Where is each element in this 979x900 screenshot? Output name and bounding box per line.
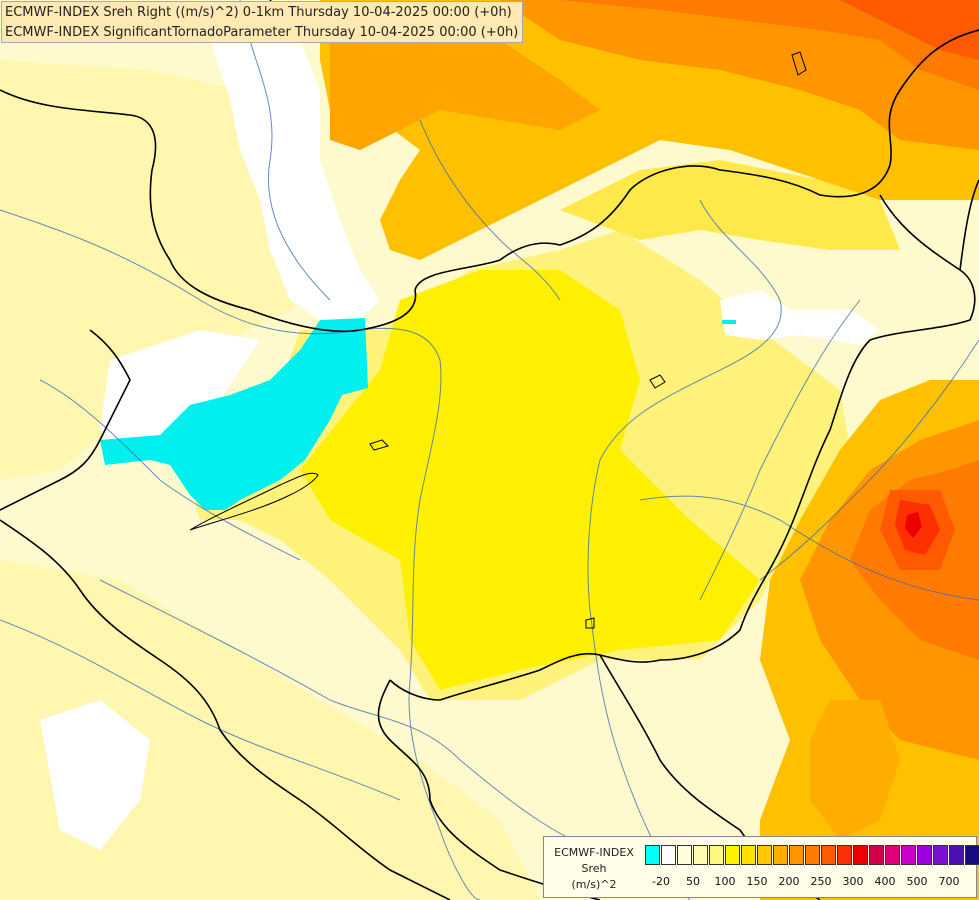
field-white-north <box>210 40 380 320</box>
legend-tick-label: 50 <box>686 875 700 888</box>
border-hungary-east <box>389 194 976 701</box>
river-east-2 <box>759 339 979 581</box>
legend-tick-label: 400 <box>874 875 896 888</box>
river-north-1 <box>239 0 331 301</box>
legend-swatch <box>741 845 756 865</box>
legend-swatch <box>661 845 676 865</box>
legend-swatch <box>869 845 884 865</box>
legend-swatch <box>821 845 836 865</box>
legend-tick-label: 200 <box>778 875 800 888</box>
lake-small-1 <box>369 439 389 451</box>
legend-swatch <box>693 845 708 865</box>
river-east-1 <box>699 299 861 601</box>
legend-tick-label: -20 <box>652 875 670 888</box>
river-mures <box>639 495 979 601</box>
legend-swatch <box>677 845 692 865</box>
field-red-orange-ne <box>560 0 979 90</box>
field-white-south-west <box>40 700 150 850</box>
legend-swatch <box>917 845 932 865</box>
river-danube <box>0 209 481 900</box>
border-austria <box>0 329 131 511</box>
legend-swatch <box>789 845 804 865</box>
legend-tick-label: 300 <box>842 875 864 888</box>
legend-swatch <box>645 845 660 865</box>
legend-swatches <box>645 845 979 865</box>
field-white-west <box>100 330 260 450</box>
lake-small-3 <box>791 51 807 76</box>
lake-small-4 <box>585 617 595 629</box>
field-dark-orange-ne <box>500 0 979 150</box>
legend-tick-label: 250 <box>810 875 832 888</box>
map-title-box: ECMWF-INDEX Sreh Right ((m/s)^2) 0-1km T… <box>1 1 523 43</box>
field-yellow-east-band <box>560 160 900 250</box>
border-croatia <box>0 519 451 900</box>
field-dark-orange-north <box>330 20 600 150</box>
title-line-1: ECMWF-INDEX Sreh Right ((m/s)^2) 0-1km T… <box>5 5 512 20</box>
legend-tick-label: 150 <box>746 875 768 888</box>
river-sava <box>0 619 401 801</box>
legend-ticks: -20 50 100 150 200 250 300 400 500 700 <box>645 875 975 889</box>
legend-swatch <box>837 845 852 865</box>
field-bright-yellow <box>300 270 760 690</box>
color-legend: ECMWF-INDEX Sreh (m/s)^2 -20 50 100 150 200 2… <box>543 836 979 898</box>
legend-swatch <box>901 845 916 865</box>
lake-balaton <box>189 472 319 531</box>
legend-swatch <box>805 845 820 865</box>
legend-swatch <box>933 845 948 865</box>
legend-swatch <box>965 845 979 865</box>
field-white-patch-east <box>720 290 880 345</box>
legend-swatch <box>949 845 964 865</box>
river-west-1 <box>39 379 301 561</box>
river-drava <box>99 579 621 861</box>
title-line-2: ECMWF-INDEX SignificantTornadoParameter … <box>5 25 519 40</box>
legend-tick-label: 700 <box>938 875 960 888</box>
legend-swatch <box>725 845 740 865</box>
river-tisza <box>587 199 782 900</box>
river-north-2 <box>419 119 561 301</box>
legend-swatch <box>885 845 900 865</box>
legend-swatch <box>853 845 868 865</box>
legend-source: ECMWF-INDEX <box>554 846 634 859</box>
border-slovakia-ukraine <box>959 179 979 271</box>
field-cyan-negative <box>100 318 368 510</box>
legend-swatch <box>757 845 772 865</box>
legend-swatch <box>773 845 788 865</box>
legend-parameter: Sreh <box>581 862 607 875</box>
lake-small-2 <box>649 374 666 389</box>
field-orange-south-east <box>810 700 900 840</box>
border-hungary-south <box>377 679 601 900</box>
legend-swatch <box>709 845 724 865</box>
field-light-yellow-south <box>0 560 540 900</box>
legend-tick-label: 100 <box>714 875 736 888</box>
legend-tick-label: 500 <box>906 875 928 888</box>
legend-unit: (m/s)^2 <box>571 878 617 891</box>
field-cyan-speck <box>722 320 736 324</box>
field-red-core <box>905 512 922 538</box>
